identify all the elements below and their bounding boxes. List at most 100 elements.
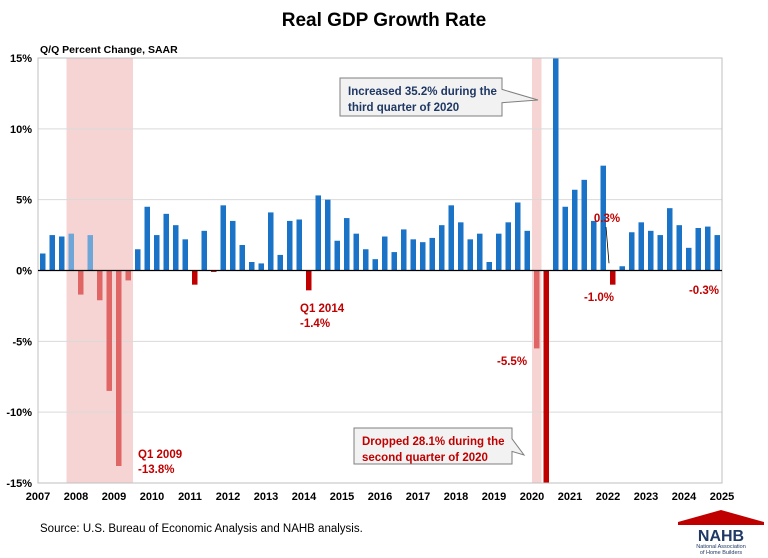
axes: 15% 10% 5% 0% -5% -10% -15%2007 2008 2009 2010 201… [6,53,734,503]
bar [78,270,84,295]
bars [40,58,730,483]
bar [315,195,321,271]
bar [667,208,673,271]
bar [135,249,141,271]
callout-drop-text: second quarter of 2020 [362,452,488,464]
annotation-leader [605,226,610,264]
bar [211,270,217,272]
bar [629,232,635,271]
bar [68,233,74,271]
y-tick-label: 10% [10,124,32,136]
bar [638,222,644,271]
x-tick-label: 2007 [26,491,50,503]
bar [258,263,264,271]
bar [496,233,502,271]
y-tick-label: 15% [10,53,32,65]
bar [344,218,350,271]
y-tick-label: -10% [6,407,32,419]
annotation-q1-2014: -1.4% [300,318,330,330]
bar [391,252,397,271]
bar [619,266,625,271]
bar [686,247,692,271]
bar [230,220,236,271]
bar [182,239,188,271]
annotation-q1-2014: Q1 2014 [300,303,345,315]
y-axis-label: Q/Q Percent Change, SAAR [40,44,178,56]
x-tick-label: 2019 [482,491,506,503]
bar [249,262,255,271]
y-tick-label: -15% [6,478,32,490]
bar [277,254,283,271]
bar [505,222,511,271]
y-tick-label: 0% [16,266,32,278]
bar [59,236,65,271]
bar [477,233,483,271]
bar [553,58,559,271]
annotation-q2-2022: 0.3% [594,213,620,225]
bar [125,270,131,281]
bar [296,219,302,271]
bar [97,270,103,301]
x-tick-label: 2024 [672,491,697,503]
y-tick-label: 5% [16,195,32,207]
logo-line1: National Association [696,544,746,550]
bar [220,205,226,271]
annotation-q1-2025: -0.3% [689,285,719,297]
bar [657,235,663,271]
bar [714,235,720,271]
y-tick-label: -5% [12,336,32,348]
bar [610,270,616,285]
bar [705,226,711,271]
callout-increase: Increased 35.2% during the third quarter … [339,77,539,117]
x-tick-label: 2020 [520,491,544,503]
bar [173,225,179,271]
x-tick-label: 2010 [140,491,164,503]
callout-increase-text: Increased 35.2% during the [348,86,497,98]
bar [382,236,388,271]
bar [363,249,369,271]
bar [306,270,312,291]
x-tick-label: 2008 [64,491,88,503]
callout-increase-text: third quarter of 2020 [348,102,459,114]
bar [334,240,340,271]
bar [49,235,55,271]
bar [40,253,46,271]
bar [325,199,331,271]
x-tick-label: 2009 [102,491,126,503]
x-tick-label: 2025 [710,491,734,503]
bar [353,233,359,271]
bar [192,270,198,285]
x-tick-label: 2018 [444,491,468,503]
bar [600,165,606,271]
bar [534,270,540,349]
bar [106,270,112,391]
bar [581,179,587,271]
bar [486,262,492,271]
bar [515,202,521,271]
bar [87,235,93,271]
source-note: Source: U.S. Bureau of Economic Analysis… [40,523,363,535]
x-tick-label: 2017 [406,491,430,503]
x-tick-label: 2023 [634,491,658,503]
bar [724,271,730,275]
x-tick-label: 2014 [292,491,317,503]
bar [239,245,245,271]
logo-name: NAHB [698,528,744,545]
bar [420,242,426,271]
x-tick-label: 2011 [178,491,202,503]
bar [591,220,597,271]
x-tick-label: 2015 [330,491,354,503]
bar [144,206,150,271]
bar [154,235,160,271]
bar [439,225,445,271]
bar [695,228,701,271]
bar [372,259,378,271]
logo-line2: of Home Builders [700,550,742,556]
callout-drop: Dropped 28.1% during the second quarter o… [353,427,526,465]
annotation-q1-2020: -5.5% [497,356,527,368]
x-tick-label: 2022 [596,491,620,503]
bar [163,213,169,271]
bar [562,206,568,271]
bar [448,205,454,271]
annotations: Q1 2009 -13.8% Q1 2014 -1.4% -5.5% -1.0% 0.3% -… [138,77,719,476]
